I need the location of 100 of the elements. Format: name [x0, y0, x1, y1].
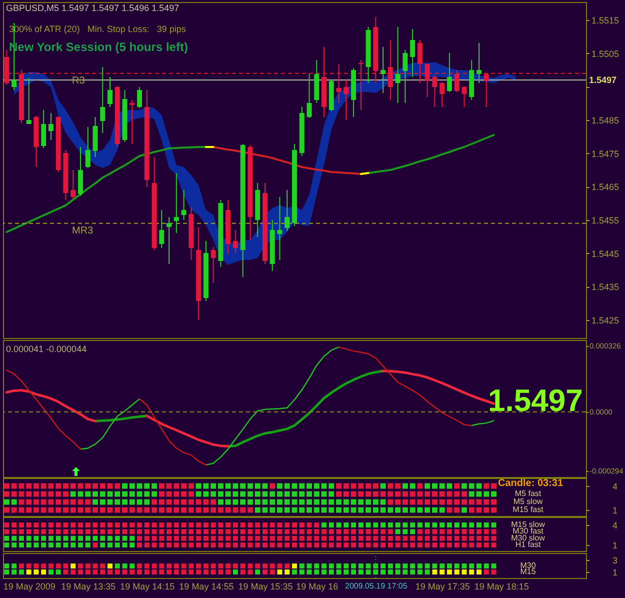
point [92, 483, 98, 489]
point [314, 536, 320, 541]
point [62, 491, 68, 497]
point [40, 491, 46, 497]
point [350, 499, 356, 505]
point [366, 536, 371, 541]
point [484, 522, 489, 528]
chart-title: GBPUSD,M5 1.5497 1.5497 1.5496 1.5497 [6, 3, 180, 13]
point [232, 491, 238, 497]
point [372, 491, 378, 497]
point [350, 483, 356, 489]
x-tick-label: 19 May 14:15 [120, 582, 175, 592]
point [33, 491, 39, 497]
point [270, 483, 276, 489]
candlestick [417, 40, 422, 84]
point [158, 507, 164, 513]
point [366, 542, 371, 548]
candlestick [85, 126, 90, 168]
point [218, 483, 224, 489]
point [299, 536, 304, 541]
point [85, 507, 91, 513]
point [70, 507, 76, 513]
point [424, 536, 430, 541]
point [174, 522, 179, 528]
point [4, 499, 10, 505]
point [181, 499, 187, 505]
candlestick [166, 216, 172, 264]
point [491, 483, 496, 489]
point [254, 491, 260, 497]
point [26, 536, 32, 541]
point [114, 522, 120, 528]
point [402, 536, 408, 541]
point [306, 499, 312, 505]
point [328, 507, 334, 513]
point [402, 522, 408, 528]
point [114, 483, 120, 489]
point [366, 499, 372, 505]
point [218, 536, 224, 541]
point [210, 522, 216, 528]
point [226, 536, 231, 541]
point [299, 483, 305, 489]
point [270, 499, 276, 505]
point [100, 522, 106, 528]
point [41, 542, 46, 548]
point [262, 542, 268, 548]
point [410, 542, 416, 548]
point [92, 522, 98, 528]
y-tick-label: 1 [612, 506, 618, 516]
point [468, 499, 474, 505]
point [56, 536, 61, 541]
y-tick-label: 1 [612, 568, 618, 578]
point [152, 491, 158, 497]
point [270, 542, 275, 548]
point [454, 522, 460, 528]
point [34, 522, 39, 528]
point [476, 522, 482, 528]
point [476, 542, 482, 548]
point [380, 483, 386, 489]
point [4, 536, 10, 541]
candlestick [424, 62, 430, 98]
point [351, 542, 356, 548]
point [41, 522, 46, 528]
point [314, 483, 320, 489]
point [144, 491, 150, 497]
point [262, 507, 268, 513]
point [226, 542, 231, 548]
point [380, 507, 386, 513]
y-tick-label: 4 [612, 520, 618, 530]
point [130, 522, 135, 528]
point [299, 542, 304, 548]
point [152, 536, 157, 541]
point [70, 499, 76, 505]
point [336, 483, 342, 489]
point [56, 483, 62, 489]
point [388, 522, 393, 528]
point [48, 542, 54, 548]
point [388, 536, 393, 541]
point [144, 499, 150, 505]
point [469, 542, 474, 548]
y-tick-label: 1 [612, 540, 618, 550]
point [314, 499, 320, 505]
point [491, 536, 496, 541]
series-label: M15 slow [511, 520, 546, 529]
point [188, 483, 194, 489]
point [129, 507, 135, 513]
point [284, 483, 290, 489]
point [100, 491, 106, 497]
point [432, 536, 438, 541]
point [358, 542, 364, 548]
y-tick-label: 1.5435 [592, 282, 620, 292]
point [26, 507, 32, 513]
point [402, 491, 408, 497]
point [92, 491, 98, 497]
point [203, 507, 209, 513]
point [462, 542, 467, 548]
point [174, 483, 180, 489]
point [26, 491, 32, 497]
point [40, 483, 46, 489]
point [262, 491, 268, 497]
point [270, 522, 275, 528]
